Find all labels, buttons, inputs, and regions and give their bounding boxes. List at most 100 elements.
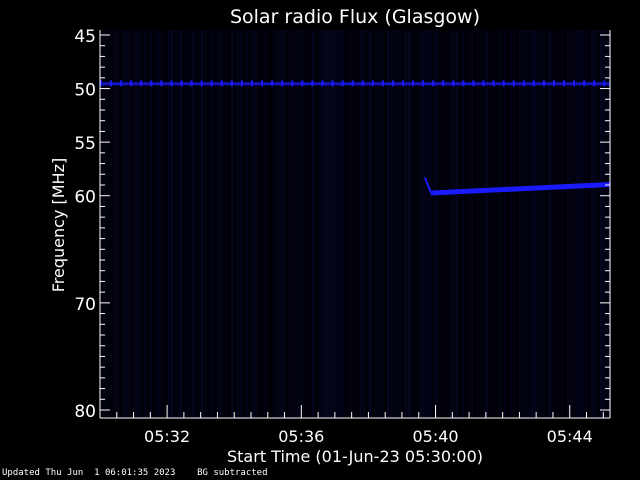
noise-stripe xyxy=(105,30,107,418)
noise-stripe xyxy=(375,30,377,418)
noise-stripe xyxy=(429,30,431,418)
noise-stripe xyxy=(222,30,224,418)
band-tick xyxy=(452,80,455,87)
noise-stripe xyxy=(480,30,482,418)
noise-stripe xyxy=(216,30,218,418)
noise-stripe xyxy=(315,30,317,418)
band-tick xyxy=(150,80,153,87)
band-tick xyxy=(311,80,314,87)
noise-stripe xyxy=(486,30,488,418)
noise-stripe xyxy=(102,30,104,418)
noise-stripe xyxy=(402,30,404,418)
band-tick xyxy=(210,80,213,87)
noise-stripe xyxy=(384,30,386,418)
noise-stripe xyxy=(345,30,347,418)
noise-stripe xyxy=(303,30,305,418)
noise-stripe xyxy=(507,30,509,418)
chart-title: Solar radio Flux (Glasgow) xyxy=(230,6,480,28)
noise-stripe xyxy=(396,30,398,418)
noise-stripe xyxy=(453,30,455,418)
noise-stripe xyxy=(201,30,203,418)
noise-stripe xyxy=(162,30,164,418)
noise-stripe xyxy=(423,30,425,418)
noise-stripe xyxy=(165,30,167,418)
y-axis-label: Frequency [MHz] xyxy=(49,158,68,292)
noise-stripe xyxy=(582,30,584,418)
noise-stripe xyxy=(141,30,143,418)
emission-band xyxy=(430,182,610,196)
band-tick xyxy=(220,80,223,87)
axis-ticks: 45 50 55 60 70 80 05:32 05:36 05:40 05:44 xyxy=(74,27,610,446)
noise-stripe xyxy=(543,30,545,418)
noise-stripe xyxy=(501,30,503,418)
noise-stripe xyxy=(603,30,605,418)
noise-stripe xyxy=(414,30,416,418)
noise-stripe xyxy=(600,30,602,418)
band-tick xyxy=(371,80,374,87)
noise-stripe xyxy=(399,30,401,418)
noise-stripe xyxy=(177,30,179,418)
noise-stripe xyxy=(138,30,140,418)
noise-stripe xyxy=(525,30,527,418)
noise-stripe xyxy=(231,30,233,418)
noise-stripe xyxy=(171,30,173,418)
noise-stripe xyxy=(516,30,518,418)
y-tick-label: 55 xyxy=(74,134,96,154)
noise-stripe xyxy=(129,30,131,418)
noise-stripe xyxy=(435,30,437,418)
band-tick xyxy=(331,80,334,87)
noise-stripe xyxy=(252,30,254,418)
noise-stripe xyxy=(261,30,263,418)
band-tick xyxy=(170,80,173,87)
noise-stripe xyxy=(510,30,512,418)
noise-stripes xyxy=(102,30,611,418)
band-tick xyxy=(120,80,123,87)
band-tick xyxy=(110,80,113,87)
band-tick xyxy=(180,80,183,87)
noise-stripe xyxy=(531,30,533,418)
noise-stripe xyxy=(318,30,320,418)
noise-stripe xyxy=(522,30,524,418)
noise-stripe xyxy=(237,30,239,418)
noise-stripe xyxy=(537,30,539,418)
noise-stripe xyxy=(255,30,257,418)
band-tick xyxy=(462,80,465,87)
noise-stripe xyxy=(192,30,194,418)
noise-stripe xyxy=(276,30,278,418)
band-tick xyxy=(593,80,596,87)
band-tick xyxy=(321,80,324,87)
noise-stripe xyxy=(444,30,446,418)
noise-stripe xyxy=(432,30,434,418)
noise-stripe xyxy=(300,30,302,418)
band-tick xyxy=(381,80,384,87)
band-tick xyxy=(200,80,203,87)
noise-stripe xyxy=(354,30,356,418)
noise-stripe xyxy=(324,30,326,418)
noise-stripe xyxy=(285,30,287,418)
updated-timestamp: Updated Thu Jun 1 06:01:35 2023 xyxy=(2,468,176,478)
noise-stripe xyxy=(240,30,242,418)
noise-stripe xyxy=(213,30,215,418)
y-tick-label: 50 xyxy=(74,81,96,101)
noise-stripe xyxy=(351,30,353,418)
noise-stripe xyxy=(513,30,515,418)
noise-stripe xyxy=(243,30,245,418)
band-tick xyxy=(573,80,576,87)
noise-stripe xyxy=(306,30,308,418)
band-tick xyxy=(432,80,435,87)
noise-stripe xyxy=(468,30,470,418)
onset-line xyxy=(423,177,432,193)
noise-stripe xyxy=(459,30,461,418)
noise-stripe xyxy=(417,30,419,418)
noise-stripe xyxy=(420,30,422,418)
noise-stripe xyxy=(594,30,596,418)
band-tick xyxy=(281,80,284,87)
bg-note: BG subtracted xyxy=(197,468,268,478)
noise-stripe xyxy=(438,30,440,418)
noise-stripe xyxy=(183,30,185,418)
noise-stripe xyxy=(297,30,299,418)
band-tick xyxy=(512,80,515,87)
noise-stripe xyxy=(426,30,428,418)
band-tick xyxy=(250,80,253,87)
